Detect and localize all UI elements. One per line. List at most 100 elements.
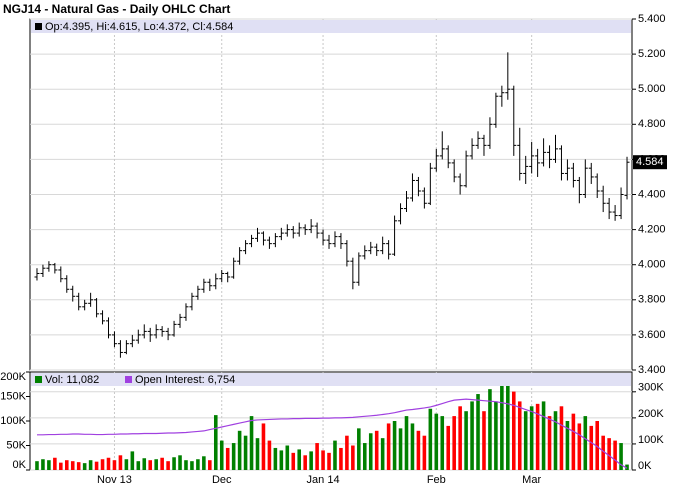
volume-bar	[601, 435, 605, 470]
volume-bar	[142, 458, 147, 470]
y-tick-label: 5.200	[638, 48, 666, 60]
volume-bar	[237, 430, 242, 470]
volume-bar	[53, 457, 57, 470]
volume-bar	[535, 403, 540, 470]
y-tick-label: 100K	[0, 415, 26, 427]
volume-bar	[368, 433, 373, 470]
y-tick-label: 50K	[6, 439, 26, 451]
volume-bar	[404, 416, 409, 470]
volume-bar	[351, 445, 355, 470]
volume-bar	[357, 428, 361, 470]
volume-bar	[279, 450, 284, 470]
volume-bar	[452, 416, 456, 470]
y2-tick-label: 200K	[638, 408, 664, 420]
volume-bar	[267, 440, 272, 470]
legend-text: Op:4.395, Hi:4.615, Lo:4.372, Cl:4.584	[45, 21, 233, 33]
volume-bar	[154, 459, 158, 470]
volume-bar	[529, 406, 534, 470]
y-tick-label: 4.000	[638, 259, 666, 271]
volume-bar	[511, 391, 516, 470]
volume-bar	[517, 401, 522, 470]
last-price-label: 4.584	[636, 156, 664, 168]
volume-bar	[559, 406, 564, 470]
volume-bar	[88, 460, 93, 470]
volume-bar	[315, 443, 319, 470]
legend-swatch	[125, 376, 132, 383]
volume-bar	[213, 415, 218, 470]
y-tick-label: 3.600	[638, 329, 666, 341]
y-tick-label: 3.800	[638, 294, 666, 306]
volume-bar	[547, 416, 552, 470]
volume-bar	[160, 457, 164, 470]
volume-bar	[118, 455, 123, 470]
volume-bar	[225, 447, 230, 470]
y-tick-label: 4.400	[638, 188, 666, 200]
volume-bar	[261, 423, 266, 470]
volume-bar	[273, 447, 278, 470]
chart-title: NGJ14 - Natural Gas - Daily OHLC Chart	[3, 2, 230, 16]
volume-bar	[565, 421, 570, 470]
volume-bar	[541, 401, 546, 470]
volume-bar	[231, 443, 236, 470]
volume-bar	[106, 457, 111, 470]
volume-bar	[553, 411, 558, 470]
volume-bar	[70, 461, 75, 470]
volume-bar	[196, 459, 200, 470]
volume-bar	[380, 438, 385, 470]
x-tick-label: Nov 13	[97, 474, 132, 486]
volume-bar	[321, 450, 325, 470]
volume-bar	[327, 452, 331, 470]
volume-bar	[297, 449, 302, 470]
volume-bar	[255, 438, 260, 470]
y-tick-label: 0K	[13, 459, 27, 471]
volume-bar	[285, 445, 290, 470]
y2-tick-label: 100K	[638, 434, 664, 446]
y-tick-label: 3.400	[638, 364, 666, 376]
volume-bar	[410, 423, 415, 470]
volume-bar	[243, 435, 248, 470]
volume-bar	[506, 380, 510, 470]
volume-bar	[47, 460, 51, 470]
volume-bar	[422, 435, 427, 470]
volume-bar	[500, 376, 504, 470]
open-interest-line	[36, 398, 628, 469]
volume-bar	[208, 460, 212, 470]
legend-swatch	[35, 376, 42, 383]
x-tick-label: Feb	[427, 474, 446, 486]
x-tick-label: Dec	[212, 474, 232, 486]
volume-bar	[35, 461, 39, 470]
volume-bar	[112, 460, 117, 470]
volume-bar	[172, 457, 176, 470]
y-tick-label: 4.800	[638, 118, 666, 130]
volume-bar	[619, 443, 623, 470]
legend-swatch	[35, 23, 42, 30]
volume-bar	[178, 455, 182, 470]
volume-bar	[523, 411, 528, 470]
y-tick-label: 200K	[0, 371, 26, 383]
volume-bar	[571, 413, 576, 470]
volume-bar	[482, 411, 486, 470]
volume-bar	[100, 459, 105, 470]
volume-bar	[428, 408, 433, 470]
volume-bar	[184, 460, 188, 470]
volume-bar	[398, 428, 403, 470]
volume-bar	[434, 413, 439, 470]
volume-bar	[76, 462, 81, 470]
volume-bar	[589, 425, 594, 470]
volume-bar	[446, 425, 451, 470]
volume-bar	[476, 394, 480, 470]
volume-bar	[625, 464, 629, 470]
x-tick-label: Jan 14	[307, 474, 340, 486]
volume-bar	[440, 416, 445, 470]
x-tick-label: Mar	[522, 474, 541, 486]
volume-bar	[166, 461, 170, 470]
volume-bar	[392, 421, 397, 470]
volume-bar	[202, 456, 206, 470]
volume-bar	[190, 461, 194, 470]
volume-bar	[595, 421, 600, 470]
legend-label: Open Interest: 6,754	[135, 374, 235, 386]
volume-bar	[59, 462, 63, 470]
volume-bar	[386, 423, 391, 470]
volume-bar	[464, 411, 468, 470]
